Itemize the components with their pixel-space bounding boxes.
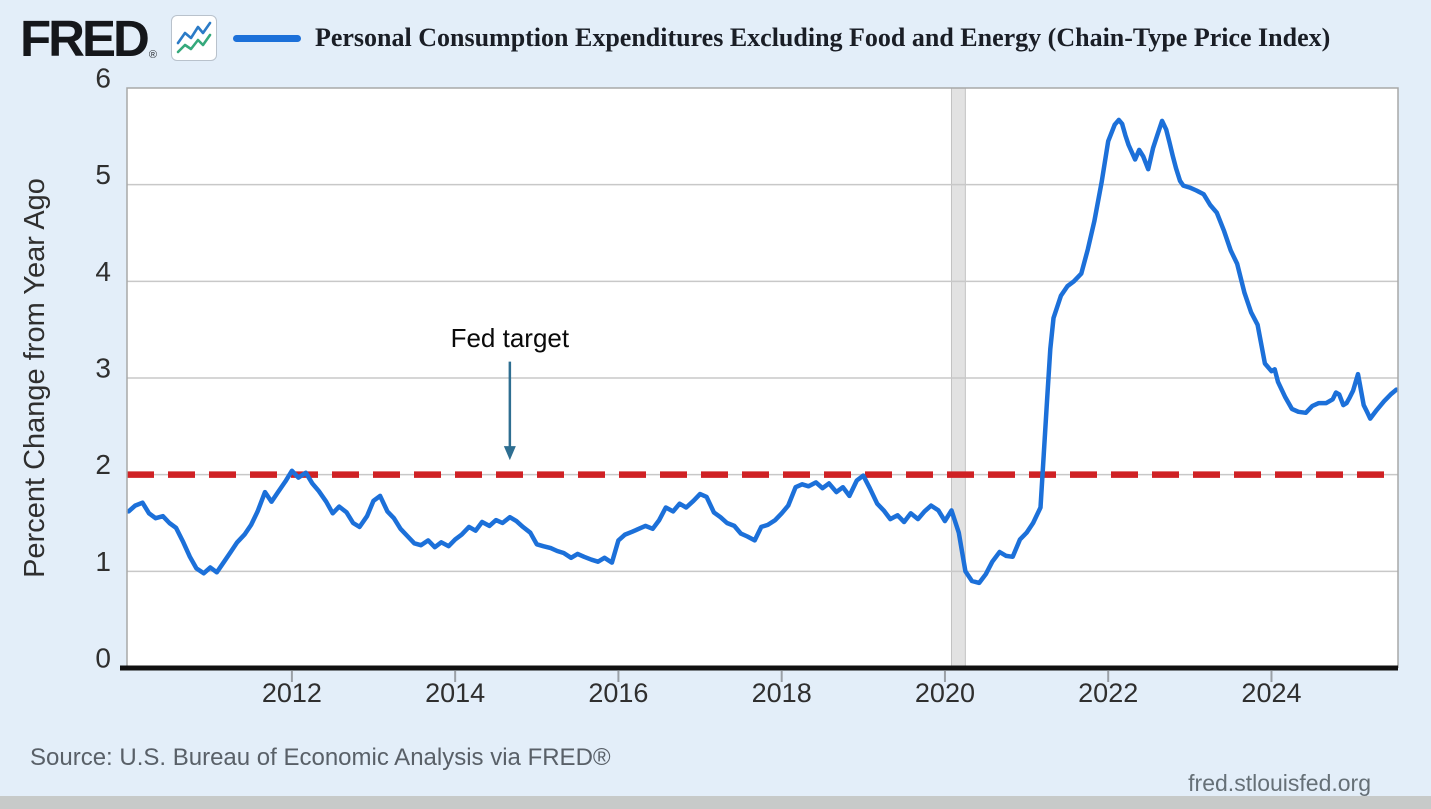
x-tick-label-2016: 2016 [588, 678, 648, 708]
chart-svg: 2012 2014 2016 2018 2020 2022 2024 0 1 2 3 4 5 6 Perce… [19, 63, 1399, 708]
y-tick-label-6: 6 [95, 63, 111, 94]
registered-mark-icon: ® [148, 48, 157, 61]
legend-line-swatch [232, 34, 301, 42]
y-tick-label-2: 2 [95, 449, 111, 480]
y-tick-label-5: 5 [95, 159, 111, 190]
fred-logo-text: FRED [20, 9, 150, 67]
y-tick-label-1: 1 [95, 546, 111, 577]
fred-chart-icon-glyph [176, 21, 212, 54]
y-tick-label-0: 0 [95, 643, 111, 674]
x-tick-label-2024: 2024 [1241, 678, 1301, 708]
footer-url-link[interactable]: fred.stlouisfed.org [1188, 770, 1371, 796]
fed-target-arrowhead-icon [503, 446, 516, 461]
x-tick-label-2014: 2014 [425, 678, 485, 708]
y-tick-label-4: 4 [95, 256, 111, 287]
fed-target-label: Fed target [451, 323, 570, 353]
y-axis-title: Percent Change from Year Ago [19, 178, 51, 578]
header: FRED ® Personal Consumption Expenditures… [0, 0, 1431, 76]
window-bottom-edge [0, 796, 1431, 809]
plot-border [126, 87, 1399, 668]
fred-chart-icon [170, 15, 217, 61]
x-tick-label-2022: 2022 [1078, 678, 1138, 708]
fred-logo: FRED ® [20, 13, 157, 64]
series-title: Personal Consumption Expenditures Exclud… [314, 23, 1331, 52]
footer-source: Source: U.S. Bureau of Economic Analysis… [30, 744, 611, 771]
x-tick-label-2018: 2018 [752, 678, 812, 708]
y-tick-label-3: 3 [95, 353, 111, 384]
series-line [126, 117, 1399, 586]
x-tick-label-2012: 2012 [262, 678, 322, 708]
x-tick-label-2020: 2020 [915, 678, 975, 708]
